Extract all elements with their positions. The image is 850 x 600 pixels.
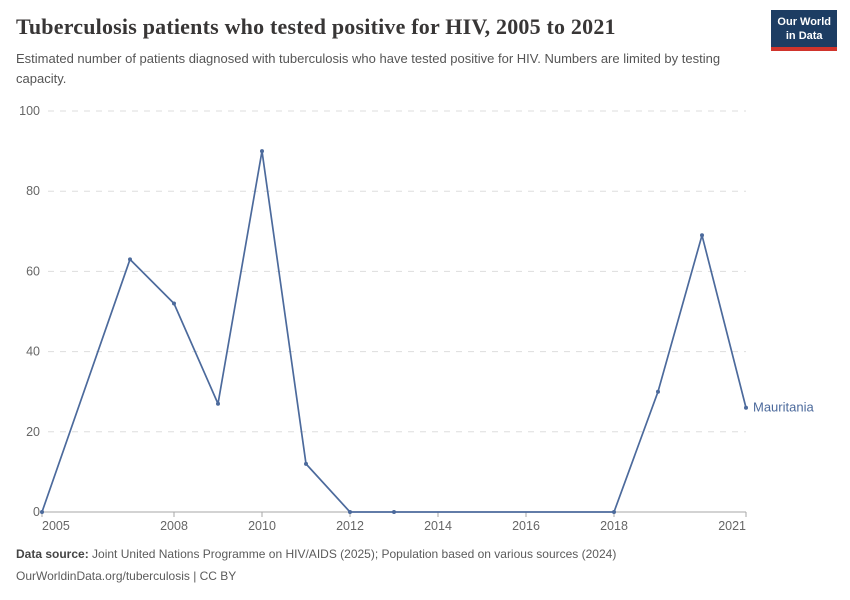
data-point-marker[interactable] [348, 510, 352, 514]
x-axis-tick-label: 2010 [248, 519, 276, 533]
y-axis-tick-label: 20 [26, 425, 40, 439]
y-axis-tick-label: 60 [26, 264, 40, 278]
data-source-line: Data source: Joint United Nations Progra… [16, 543, 616, 565]
line-chart-canvas[interactable]: 0 20 40 60 80 100 2005 2008 2010 2012 2014 2016 2018… [0, 93, 850, 545]
owid-logo-line1: Our World [777, 16, 831, 28]
y-axis-tick-label: 40 [26, 345, 40, 359]
data-source-label: Data source: [16, 547, 89, 561]
page-title: Tuberculosis patients who tested positiv… [16, 14, 616, 39]
data-point-marker[interactable] [128, 257, 132, 262]
y-axis-tick-label: 100 [19, 104, 40, 118]
owid-logo[interactable]: Our World in Data [771, 10, 837, 51]
data-point-marker[interactable] [744, 405, 748, 410]
data-point-marker[interactable] [260, 149, 264, 154]
x-axis-tick-label: 2018 [600, 519, 628, 533]
data-point-marker[interactable] [40, 510, 44, 514]
x-axis-tick-label: 2021 [718, 519, 746, 533]
x-axis-tick-label: 2005 [42, 519, 70, 533]
line-chart[interactable]: 0 20 40 60 80 100 2005 2008 2010 2012 2014 2016 2018… [0, 93, 850, 545]
data-point-marker[interactable] [392, 510, 396, 514]
chart-footer: Data source: Joint United Nations Progra… [16, 543, 616, 587]
y-axis-tick-label: 80 [26, 184, 40, 198]
x-axis-tick-label: 2016 [512, 519, 540, 533]
owid-logo-line2: in Data [785, 30, 823, 43]
data-point-marker[interactable] [304, 461, 308, 466]
x-axis-tick-label: 2008 [160, 519, 188, 533]
y-axis-tick-label: 0 [33, 505, 40, 519]
series-end-label[interactable]: Mauritania [753, 400, 814, 415]
data-point-marker[interactable] [172, 301, 176, 306]
x-axis-tick-label: 2012 [336, 519, 364, 533]
data-source-text: Joint United Nations Programme on HIV/AI… [92, 547, 617, 561]
data-point-marker[interactable] [700, 233, 704, 238]
series-line[interactable] [41, 150, 747, 513]
data-point-marker[interactable] [612, 510, 616, 514]
data-point-marker[interactable] [216, 401, 220, 406]
x-axis-tick-label: 2014 [424, 519, 452, 533]
data-point-marker[interactable] [656, 389, 660, 394]
license-line[interactable]: OurWorldinData.org/tuberculosis | CC BY [16, 569, 237, 584]
chart-header: Tuberculosis patients who tested positiv… [0, 0, 850, 89]
chart-subtitle: Estimated number of patients diagnosed w… [16, 51, 721, 87]
